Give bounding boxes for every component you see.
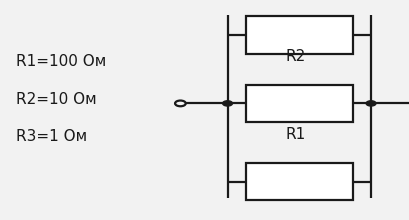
- Circle shape: [365, 101, 375, 106]
- Circle shape: [175, 101, 185, 106]
- Bar: [245, 85, 352, 122]
- Bar: [245, 163, 352, 200]
- Bar: [245, 16, 352, 54]
- Text: R3=1 Ом: R3=1 Ом: [16, 129, 87, 144]
- Text: R1: R1: [284, 127, 305, 142]
- Text: R2=10 Ом: R2=10 Ом: [16, 92, 97, 106]
- Circle shape: [222, 101, 232, 106]
- Text: R1=100 Ом: R1=100 Ом: [16, 54, 106, 69]
- Text: R2: R2: [284, 49, 305, 64]
